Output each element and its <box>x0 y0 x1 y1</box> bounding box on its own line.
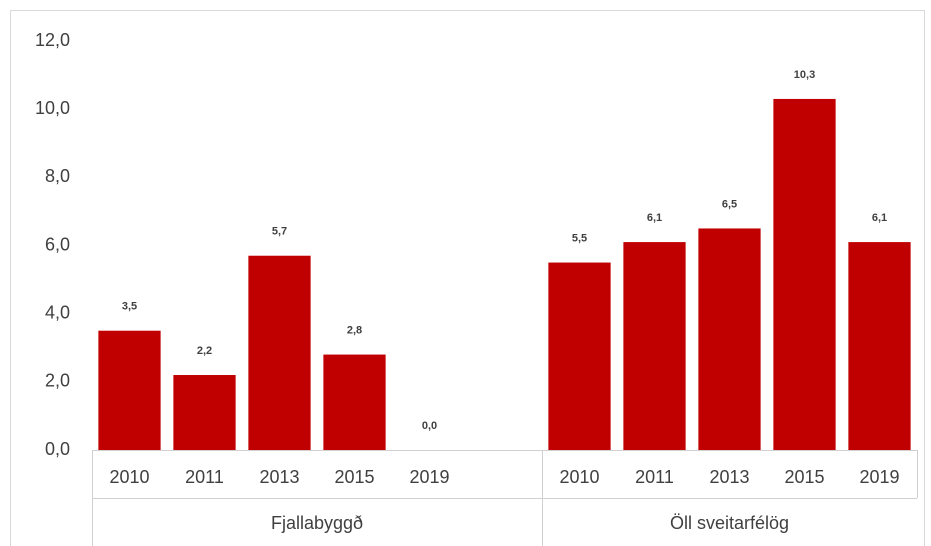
bar <box>848 242 911 450</box>
bar <box>698 228 761 450</box>
chart-border <box>10 10 925 546</box>
value-label: 10,3 <box>794 69 815 81</box>
bar <box>98 330 161 450</box>
value-label: 2,2 <box>197 345 212 357</box>
x-tick-label: 2011 <box>185 467 224 487</box>
y-tick-label: 12,0 <box>35 30 70 50</box>
x-tick-label: 2010 <box>559 467 599 487</box>
bar <box>248 255 311 450</box>
value-label: 6,1 <box>872 212 887 224</box>
x-tick-label: 2019 <box>409 467 449 487</box>
x-tick-label: 2013 <box>709 467 749 487</box>
value-label: 5,7 <box>272 226 287 238</box>
value-label: 3,5 <box>122 301 137 313</box>
x-tick-label: 2010 <box>109 467 149 487</box>
bar <box>548 262 611 450</box>
y-tick-label: 6,0 <box>45 234 70 254</box>
bar <box>623 242 686 450</box>
value-label: 0,0 <box>422 420 437 432</box>
y-tick-label: 8,0 <box>45 166 70 186</box>
x-tick-label: 2013 <box>259 467 299 487</box>
bar <box>173 375 236 450</box>
bar <box>773 98 836 451</box>
x-tick-label: 2015 <box>334 467 374 487</box>
group-label: Öll sveitarfélög <box>670 513 789 533</box>
value-label: 2,8 <box>347 324 362 336</box>
y-tick-label: 4,0 <box>45 302 70 322</box>
value-label: 6,5 <box>722 198 737 210</box>
y-tick-label: 0,0 <box>45 439 70 459</box>
x-tick-label: 2019 <box>859 467 899 487</box>
x-tick-label: 2015 <box>784 467 824 487</box>
bar <box>323 354 386 450</box>
value-label: 5,5 <box>572 232 587 244</box>
group-label: Fjallabyggð <box>271 513 363 533</box>
y-tick-label: 10,0 <box>35 98 70 118</box>
value-label: 6,1 <box>647 212 662 224</box>
y-tick-label: 2,0 <box>45 371 70 391</box>
x-tick-label: 2011 <box>635 467 674 487</box>
